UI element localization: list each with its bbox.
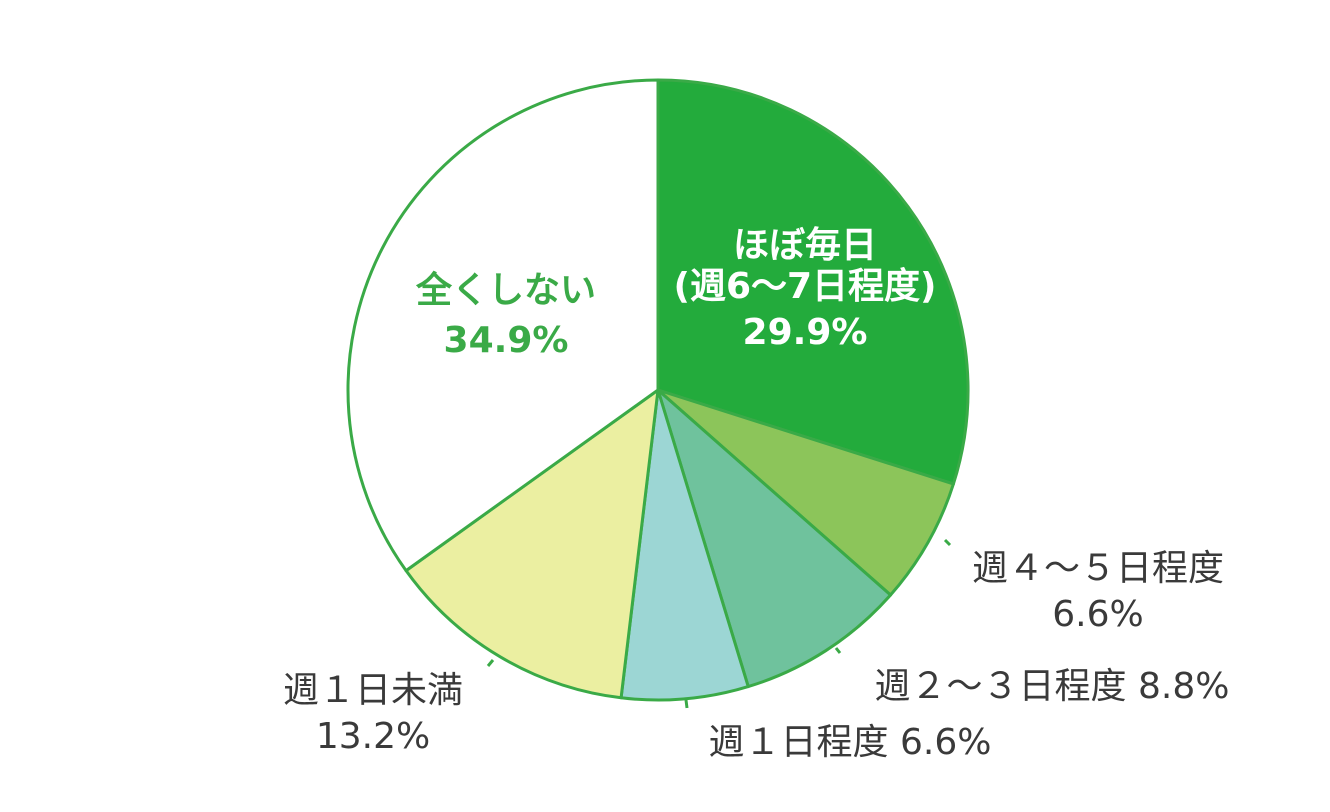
pie-slice-3 xyxy=(656,388,893,689)
slice-label-5-line-1: 週１日未満 xyxy=(283,670,463,711)
slice-label-1-line-1: ほぼ毎日 xyxy=(733,225,877,266)
pie-slice-4 xyxy=(619,388,750,702)
slice-label-1-line-2: (週6～7日程度) xyxy=(673,266,936,307)
slice-labels: ほぼ毎日(週6～7日程度) 29.9% 週４～５日程度 6.6% 週２～３日程度 8.8… xyxy=(283,225,1229,763)
slice-label-2-line-2: 6.6% xyxy=(1052,594,1143,635)
slice-label-3-line-1: 週２～３日程度 8.8% xyxy=(875,666,1230,707)
slice-label-6-line-1: 全くしない xyxy=(415,269,596,311)
leader-tick-4 xyxy=(486,659,495,667)
slice-label-4-line-1: 週１日程度 6.6% xyxy=(709,722,992,763)
pie-slice-5 xyxy=(404,388,660,700)
slice-label-5-line-2: 13.2% xyxy=(316,716,430,757)
pie-slice-1 xyxy=(656,78,970,486)
leader-tick-1 xyxy=(943,538,952,547)
slice-label-2-line-1: 週４～５日程度 xyxy=(972,548,1224,589)
slice-label-6-line-2: 34.9% xyxy=(444,320,569,361)
leader-lines xyxy=(486,538,952,709)
pie-slices xyxy=(346,78,970,702)
leader-tick-3 xyxy=(684,699,689,709)
pie-slice-6 xyxy=(346,78,660,573)
pie-slice-2 xyxy=(656,388,955,597)
leader-tick-2 xyxy=(834,647,842,654)
slice-label-1-line-3: 29.9% xyxy=(743,312,868,353)
